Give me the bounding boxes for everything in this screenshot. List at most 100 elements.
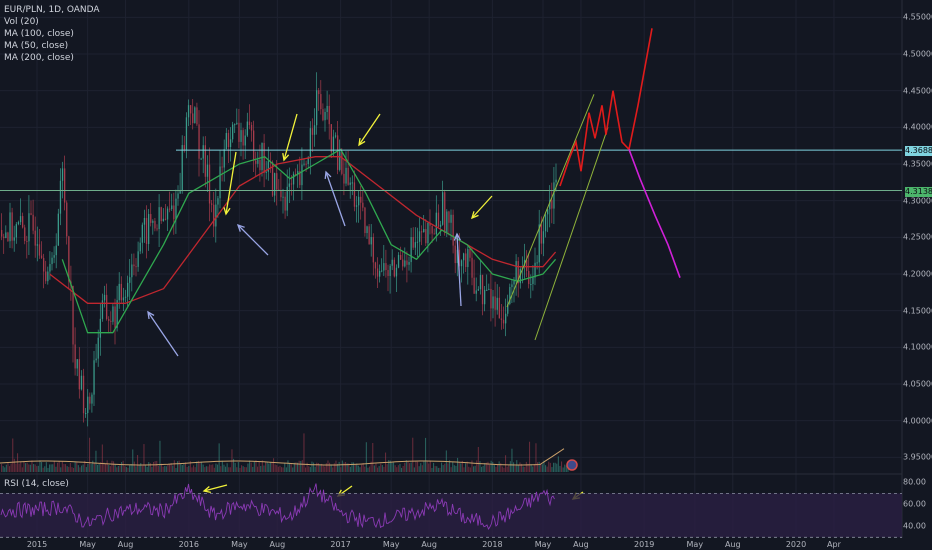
study-ma200[interactable]: MA (200, close)	[4, 53, 74, 63]
volume-bar	[297, 462, 299, 472]
candle	[458, 249, 461, 267]
candle	[551, 200, 553, 209]
volume-bar	[303, 433, 305, 472]
candle	[47, 271, 49, 282]
volume-bar	[239, 467, 241, 472]
yellow-arrow-3-head	[358, 137, 366, 147]
volume-bar	[90, 464, 92, 472]
volume-bar	[52, 464, 54, 472]
volume-bar	[436, 466, 438, 472]
candle	[141, 224, 143, 243]
candle	[208, 164, 211, 204]
volume-bar	[450, 467, 452, 472]
volume-bar	[23, 460, 25, 472]
volume-bar	[121, 462, 123, 472]
candle	[112, 306, 114, 322]
candle	[366, 226, 368, 234]
candle	[204, 145, 206, 177]
volume-bar	[484, 462, 486, 472]
volume-bar	[103, 462, 105, 472]
volume-bar	[173, 460, 175, 472]
volume-bar	[532, 466, 534, 472]
volume-bar	[111, 460, 113, 472]
candle	[425, 229, 427, 244]
volume-bar	[237, 462, 239, 472]
volume-bar	[529, 441, 531, 472]
volume-bar	[85, 467, 87, 472]
volume-bar	[265, 461, 267, 472]
candle	[500, 318, 503, 320]
volume-bar	[431, 467, 433, 472]
volume-bar	[93, 462, 95, 472]
volume-bar	[47, 467, 49, 472]
candle	[110, 320, 112, 322]
study-vol[interactable]: Vol (20)	[4, 17, 39, 27]
volume-bar	[1, 464, 3, 472]
volume-bar	[349, 466, 351, 472]
candle	[68, 236, 70, 282]
candle	[471, 257, 473, 278]
volume-bar	[159, 440, 161, 472]
volume-bar	[541, 464, 543, 472]
symbol-title[interactable]: EUR/PLN, 1D, OANDA	[4, 5, 100, 15]
volume-bar	[229, 467, 231, 472]
volume-bar	[545, 465, 547, 472]
volume-bar	[98, 463, 100, 472]
volume-bar	[553, 462, 555, 472]
study-ma50[interactable]: MA (50, close)	[4, 41, 69, 51]
volume-bar	[548, 461, 550, 472]
time-tick-label: Apr	[827, 540, 841, 549]
candle	[97, 337, 99, 359]
candle	[152, 220, 154, 223]
chart-legend: EUR/PLN, 1D, OANDA Vol (20) MA (100, clo…	[4, 4, 100, 64]
candle	[286, 186, 288, 211]
yellow-arrow-2-shaft	[283, 113, 298, 161]
time-tick-label: May	[79, 540, 96, 549]
candle	[385, 263, 387, 271]
volume-bar	[466, 461, 468, 472]
study-ma100[interactable]: MA (100, close)	[4, 29, 74, 39]
candle	[358, 196, 360, 206]
volume-bar	[58, 461, 60, 472]
volume-bar	[61, 461, 63, 472]
volume-bar	[441, 462, 443, 472]
candle	[173, 205, 175, 220]
volume-bar	[257, 466, 259, 472]
candle	[91, 394, 93, 404]
candle	[481, 274, 484, 305]
candle	[106, 294, 108, 320]
volume-bar	[356, 463, 358, 472]
rsi-legend[interactable]: RSI (14, close)	[4, 479, 69, 489]
volume-bar	[153, 461, 155, 472]
projection-up-path	[559, 28, 653, 187]
volume-bar	[300, 461, 302, 472]
candle	[423, 229, 425, 233]
candle	[301, 164, 303, 186]
channel-lower	[534, 127, 609, 341]
volume-bar	[223, 464, 225, 472]
volume-bar	[15, 463, 17, 472]
price-tick-label: 4.25000	[903, 232, 932, 242]
volume-bar	[413, 467, 415, 472]
candle	[49, 264, 51, 272]
candle	[526, 260, 528, 271]
volume-bar	[189, 461, 191, 472]
candle	[412, 237, 414, 248]
volume-bar	[236, 467, 238, 472]
volume-bar	[132, 449, 134, 472]
candle	[192, 113, 194, 124]
volume-bar	[69, 463, 71, 472]
volume-bar	[567, 466, 569, 472]
volume-bar	[36, 466, 38, 472]
candle	[244, 135, 246, 146]
time-tick-label: May	[231, 540, 248, 549]
candle-series	[1, 72, 557, 427]
volume-bar	[284, 463, 286, 472]
candle	[101, 300, 104, 319]
volume-bar	[527, 463, 529, 472]
candle	[454, 245, 456, 264]
candle	[129, 277, 131, 283]
volume-bar	[381, 465, 383, 472]
volume-bar	[559, 465, 561, 472]
